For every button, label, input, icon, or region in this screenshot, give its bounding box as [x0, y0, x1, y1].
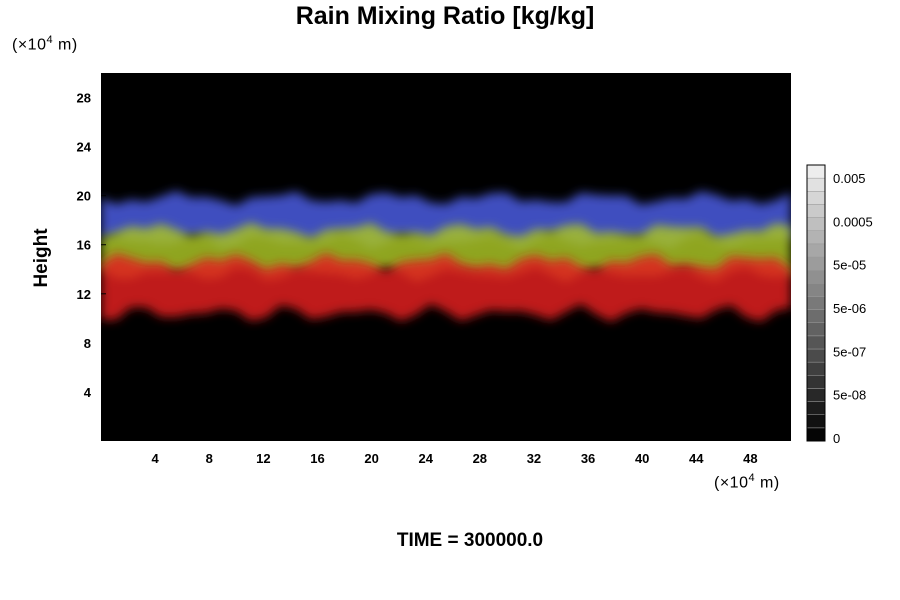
time-label: TIME = 300000.0 [396, 530, 544, 551]
colorbar-level [806, 256, 826, 271]
x-tick-label: 36 [581, 451, 595, 466]
rain-band-3 [101, 253, 791, 322]
y-tick-label: 4 [84, 385, 92, 400]
y-tick-label: 20 [77, 189, 91, 204]
y-tick-label: 8 [84, 336, 91, 351]
colorbar-level [806, 177, 826, 192]
colorbar-level [806, 204, 826, 218]
colorbar-level [806, 427, 826, 442]
colorbar-frame [806, 164, 826, 442]
colorbar-level [806, 230, 826, 245]
colorbar-level [806, 283, 826, 297]
x-tick-label: 44 [689, 451, 704, 466]
y-tick-label: 28 [77, 91, 91, 106]
x-tick-label: 32 [527, 451, 541, 466]
x-unit-label: (×104 m) [714, 472, 780, 492]
colorbar-tick-label: 0.0005 [833, 214, 873, 229]
colorbar-level [806, 269, 826, 284]
colorbar-level [806, 348, 826, 363]
colorbar-level [806, 217, 826, 231]
colorbar-tick-label: 0 [833, 431, 840, 446]
y-tick-label: 24 [77, 140, 92, 155]
x-tick-label: 20 [364, 451, 378, 466]
x-tick-label: 8 [206, 451, 213, 466]
x-tick-label: 40 [635, 451, 649, 466]
x-tick-label: 16 [310, 451, 324, 466]
colorbar-tick-label: 5e-06 [833, 301, 866, 316]
y-tick-label: 16 [77, 238, 91, 253]
x-tick-label: 48 [743, 451, 757, 466]
colorbar-level [806, 243, 826, 258]
colorbar-level [806, 335, 826, 350]
colorbar-level [806, 164, 826, 179]
colorbar-level [806, 414, 826, 429]
colorbar-tick-label: 5e-08 [833, 388, 866, 403]
colorbar-level [806, 309, 826, 323]
x-tick-label: 24 [418, 451, 433, 466]
y-unit-label: (×104 m) [12, 34, 78, 54]
colorbar-tick-label: 5e-05 [833, 258, 866, 273]
colorbar-level [806, 375, 826, 389]
colorbar-level [806, 361, 826, 376]
colorbar-level [806, 191, 826, 205]
x-tick-label: 4 [152, 451, 160, 466]
colorbar-tick-label: 0.005 [833, 171, 866, 186]
colorbar-level [806, 322, 826, 337]
colorbar-level [806, 296, 826, 310]
chart-title: Rain Mixing Ratio [kg/kg] [295, 2, 595, 30]
y-tick-label: 12 [77, 287, 91, 302]
colorbar-level [806, 401, 826, 415]
colorbar-level [806, 388, 826, 402]
x-tick-label: 12 [256, 451, 270, 466]
colorbar-tick-label: 5e-07 [833, 344, 866, 359]
x-tick-label: 28 [473, 451, 487, 466]
